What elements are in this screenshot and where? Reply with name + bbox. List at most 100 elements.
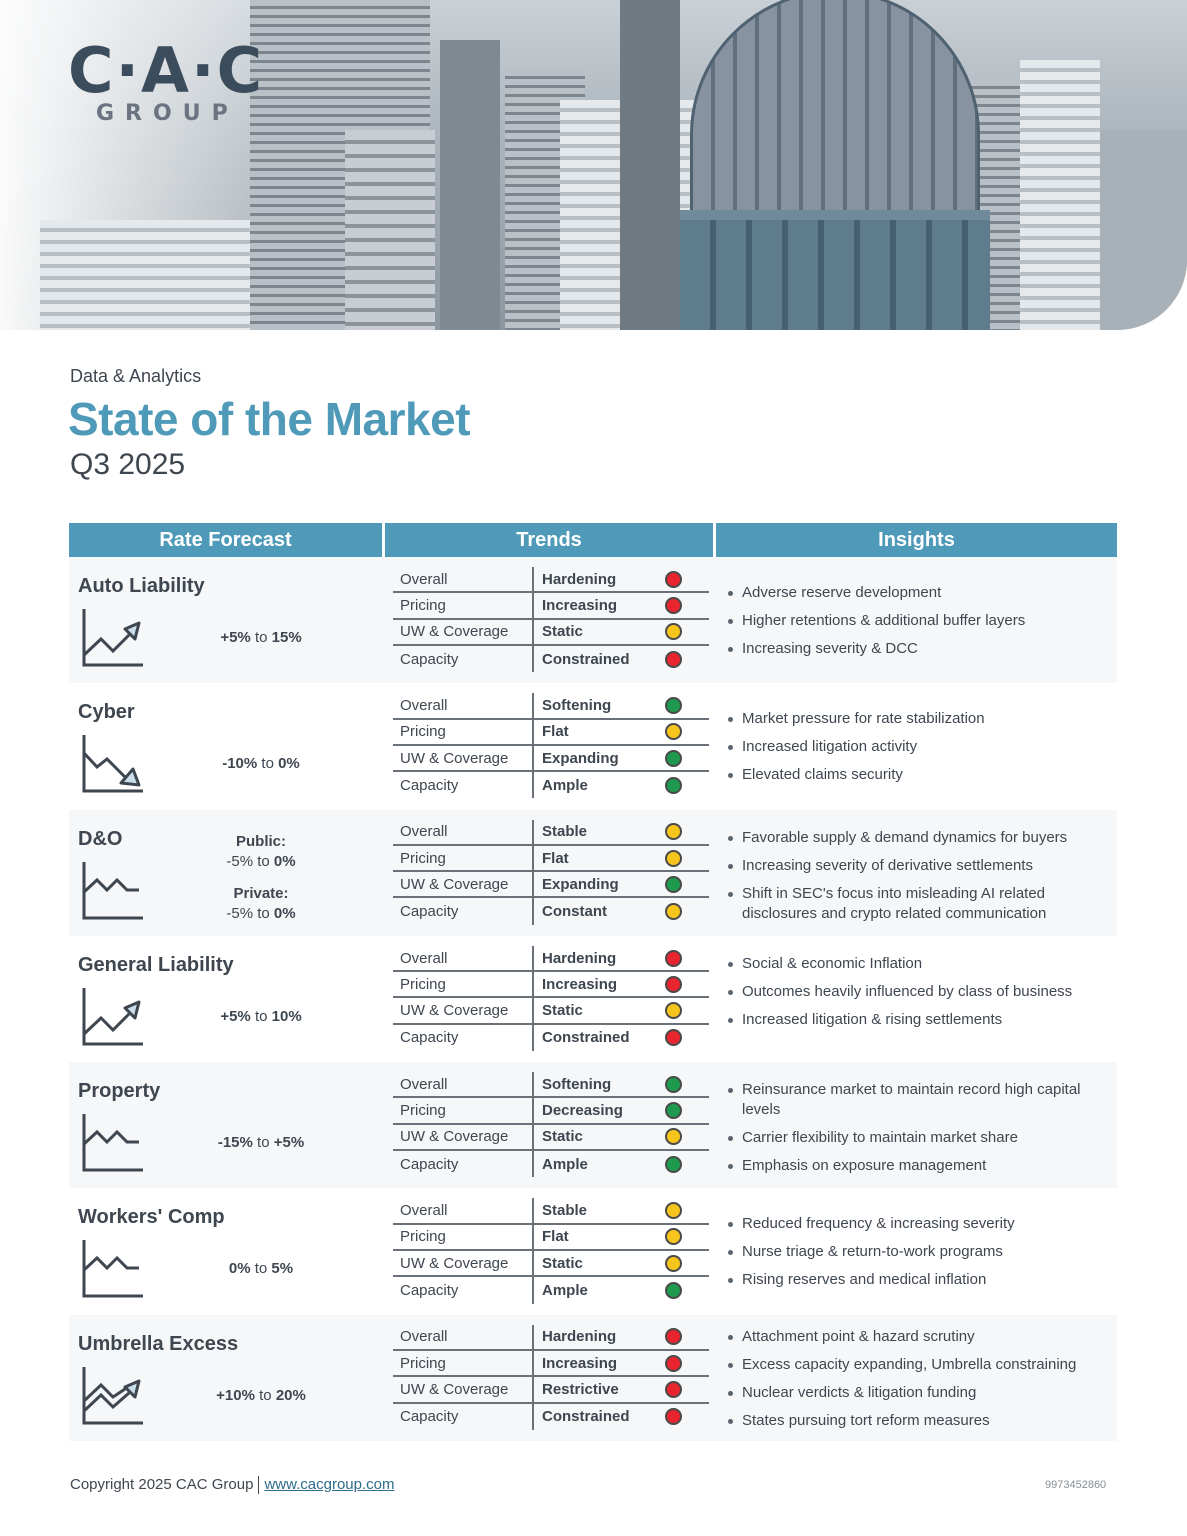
page-title: State of the Market <box>68 393 471 445</box>
trend-label: UW & Coverage <box>400 1254 509 1272</box>
trend-row: UW & Coverage Expanding <box>393 745 709 773</box>
forecast-high: 20% <box>275 1386 306 1404</box>
trends-cell: Overall Stable Pricing Flat UW & Coverage Exp… <box>385 810 716 936</box>
forecast-low: +10% <box>216 1386 255 1404</box>
rate-forecast: -15% to +5% <box>199 1134 323 1151</box>
insight-item: States pursuing tort reform measures <box>726 1411 1116 1431</box>
trend-row: Capacity Constrained <box>393 1024 709 1052</box>
trend-value: Decreasing <box>532 1098 662 1123</box>
header-rate-forecast: Rate Forecast <box>69 523 382 557</box>
insight-item: Nurse triage & return-to-work programs <box>726 1242 1116 1262</box>
insights-list: Market pressure for rate stabilization In… <box>726 709 1116 793</box>
insights-cell: Reduced frequency & increasing severity N… <box>716 1188 1117 1314</box>
table-row: Umbrella Excess +10% to 20% Overall Harde… <box>69 1314 1117 1442</box>
trend-value: Increasing <box>532 972 662 997</box>
insight-item: Elevated claims security <box>726 765 1116 785</box>
status-yellow-indicator-icon <box>665 823 682 841</box>
trends-cell: Overall Hardening Pricing Increasing UW & Co… <box>385 557 716 683</box>
line-of-business: Umbrella Excess <box>78 1332 239 1355</box>
trend-value: Stable <box>532 819 662 844</box>
trend-label: Pricing <box>400 1228 446 1246</box>
status-red-indicator-icon <box>665 949 682 967</box>
insight-item: Emphasis on exposure management <box>726 1156 1116 1176</box>
trend-label: Capacity <box>400 1408 459 1426</box>
footer: Copyright 2025 CAC Group www.cacgroup.com <box>70 1476 395 1495</box>
status-yellow-indicator-icon <box>665 1228 682 1246</box>
insight-item: Rising reserves and medical inflation <box>726 1270 1116 1290</box>
hero-cityscape-image: C·A·C GROUP <box>0 0 1187 330</box>
rate-forecast: +10% to 20% <box>199 1387 323 1404</box>
status-green-indicator-icon <box>665 1102 682 1120</box>
insight-item: Nuclear verdicts & litigation funding <box>726 1383 1116 1403</box>
status-yellow-indicator-icon <box>665 1254 682 1272</box>
trend-row: Pricing Flat <box>393 845 709 873</box>
insights-cell: Attachment point & hazard scrutiny Excess… <box>716 1315 1117 1441</box>
insight-item: Favorable supply & demand dynamics for b… <box>726 828 1116 848</box>
trend-value: Softening <box>532 1072 662 1097</box>
trend-row: Pricing Increasing <box>393 1351 709 1378</box>
rate-forecast-cell: General Liability +5% to 10% <box>69 936 385 1062</box>
status-green-indicator-icon <box>665 696 682 714</box>
trend-row: Pricing Flat <box>393 719 709 746</box>
market-table: Rate Forecast Trends Insights Auto Liabi… <box>69 523 1117 1442</box>
trend-row: Overall Stable <box>393 1198 709 1225</box>
trend-row: UW & Coverage Static <box>393 1124 709 1152</box>
insights-list: Favorable supply & demand dynamics for b… <box>726 828 1116 932</box>
trend-label: Capacity <box>400 903 459 921</box>
rate-forecast: 0% to 5% <box>199 1260 323 1277</box>
trends-grid: Overall Hardening Pricing Increasing UW & Co… <box>393 1324 709 1430</box>
insights-cell: Market pressure for rate stabilization In… <box>716 683 1117 809</box>
trend-label: Overall <box>400 696 448 714</box>
website-link[interactable]: www.cacgroup.com <box>264 1476 395 1493</box>
trend-label: Overall <box>400 1075 448 1093</box>
status-yellow-indicator-icon <box>665 1128 682 1146</box>
trend-value: Restrictive <box>532 1377 662 1402</box>
forecast-to: to <box>254 629 268 646</box>
table-row: D&O Public: -5% to 0% Private: -5% to 0% Ov… <box>69 809 1117 936</box>
table-row: Property -15% to +5% Overall Softening Pri… <box>69 1062 1117 1189</box>
insights-cell: Adverse reserve development Higher retent… <box>716 557 1117 683</box>
rate-forecast-cell: Property -15% to +5% <box>69 1062 385 1188</box>
forecast-high: 5% <box>271 1260 294 1278</box>
trend-label: Capacity <box>400 776 459 794</box>
insight-item: Increasing severity of derivative settle… <box>726 856 1116 876</box>
trend-value: Static <box>532 619 662 644</box>
status-green-indicator-icon <box>665 1155 682 1173</box>
logo-subtitle: GROUP <box>96 101 239 126</box>
trends-grid: Overall Stable Pricing Flat UW & Coverage Sta… <box>393 1198 709 1304</box>
status-red-indicator-icon <box>665 596 682 614</box>
table-row: Workers' Comp 0% to 5% Overall Stable Pric… <box>69 1188 1117 1314</box>
insight-item: Adverse reserve development <box>726 583 1116 603</box>
trend-label: UW & Coverage <box>400 623 509 641</box>
insight-item: Social & economic Inflation <box>726 954 1116 974</box>
trends-cell: Overall Softening Pricing Decreasing UW & Co… <box>385 1062 716 1188</box>
logo-wordmark: C·A·C <box>68 34 265 107</box>
forecast-high: 0% <box>273 852 296 870</box>
line-of-business: General Liability <box>78 953 234 976</box>
trend-row: Capacity Constrained <box>393 1403 709 1430</box>
trend-row: Pricing Decreasing <box>393 1098 709 1125</box>
status-yellow-indicator-icon <box>665 903 682 921</box>
trends-grid: Overall Softening Pricing Decreasing UW & Co… <box>393 1072 709 1178</box>
insight-item: Shift in SEC's focus into misleading AI … <box>726 884 1116 924</box>
trend-label: Pricing <box>400 723 446 741</box>
forecast-high: 0% <box>278 755 300 773</box>
trend-row: UW & Coverage Static <box>393 619 709 646</box>
trend-row: UW & Coverage Restrictive <box>393 1377 709 1404</box>
table-row: Auto Liability +5% to 15% Overall Hardeni… <box>69 557 1117 684</box>
status-red-indicator-icon <box>665 1328 682 1346</box>
trend-value: Stable <box>532 1198 662 1223</box>
forecast-high: 10% <box>271 1007 302 1025</box>
trends-grid: Overall Hardening Pricing Increasing UW & Co… <box>393 567 709 673</box>
insight-item: Reduced frequency & increasing severity <box>726 1214 1116 1234</box>
document-id: 9973452860 <box>1045 1479 1107 1491</box>
trend-label: Pricing <box>400 1102 446 1120</box>
trend-label: Capacity <box>400 650 459 668</box>
trend-down-icon <box>82 735 143 793</box>
trend-label: Overall <box>400 570 448 588</box>
status-green-indicator-icon <box>665 749 682 767</box>
capitol-dome <box>690 0 980 220</box>
status-red-indicator-icon <box>665 1381 682 1399</box>
trend-row: Overall Softening <box>393 693 709 720</box>
trend-flat-icon <box>82 1240 143 1298</box>
